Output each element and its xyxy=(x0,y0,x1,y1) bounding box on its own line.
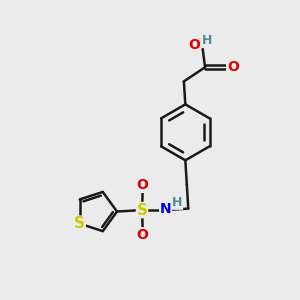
Text: O: O xyxy=(136,178,148,192)
Text: H: H xyxy=(172,196,183,209)
Text: O: O xyxy=(136,228,148,242)
Text: H: H xyxy=(202,34,212,47)
Text: S: S xyxy=(74,216,85,231)
Text: S: S xyxy=(136,202,148,217)
Text: O: O xyxy=(188,38,200,52)
Text: N: N xyxy=(160,202,171,217)
Text: O: O xyxy=(227,60,239,74)
